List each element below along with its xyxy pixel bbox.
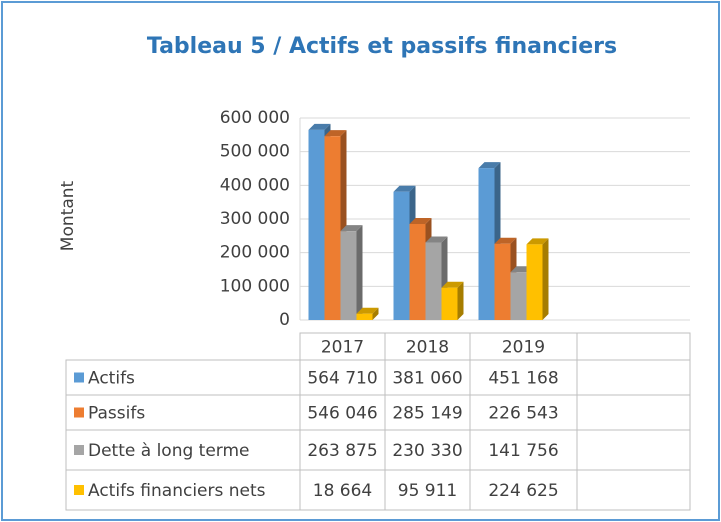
legend-swatch <box>74 407 84 418</box>
bar <box>510 272 527 320</box>
bar-top <box>340 225 363 232</box>
bar <box>340 231 357 320</box>
bar <box>308 129 325 320</box>
bar <box>324 136 341 320</box>
legend-swatch <box>74 445 84 455</box>
bar <box>441 287 458 320</box>
table-value: 95 911 <box>398 481 457 501</box>
y-tick-label: 500 000 <box>220 142 290 162</box>
bar-side <box>542 238 549 320</box>
x-tick-label: 2017 <box>321 338 364 358</box>
bar <box>393 191 410 320</box>
bar-top <box>393 185 416 192</box>
bar-top <box>409 217 432 224</box>
legend-label: Actifs financiers nets <box>88 481 266 501</box>
y-tick-label: 200 000 <box>220 243 290 263</box>
x-tick-label: 2019 <box>502 338 545 358</box>
legend-swatch <box>74 485 84 495</box>
bar-side <box>457 281 464 320</box>
bar-top <box>494 237 517 244</box>
table-value: 230 330 <box>392 441 462 461</box>
bar-top <box>526 238 549 245</box>
table-cell <box>576 469 691 511</box>
y-tick-label: 0 <box>279 310 290 330</box>
bar <box>409 223 426 320</box>
table-value: 285 149 <box>392 404 462 424</box>
table-value: 546 046 <box>307 404 377 424</box>
table-value: 564 710 <box>307 369 377 389</box>
y-tick-label: 600 000 <box>220 108 290 128</box>
bar <box>526 244 543 320</box>
bar-top <box>356 307 379 314</box>
table-value: 381 060 <box>392 369 462 389</box>
bar-top <box>324 130 347 137</box>
bar <box>494 243 511 320</box>
y-tick-label: 100 000 <box>220 276 290 296</box>
y-tick-label: 400 000 <box>220 175 290 195</box>
legend-label: Actifs <box>88 369 135 389</box>
bar-top <box>441 281 464 288</box>
legend-swatch <box>74 372 84 383</box>
legend-label: Dette à long terme <box>88 441 250 461</box>
x-tick-label: 2018 <box>406 338 449 358</box>
table-value: 224 625 <box>488 481 558 501</box>
bar-top <box>308 123 331 130</box>
bar <box>425 242 442 320</box>
legend-label: Passifs <box>88 404 145 424</box>
table-value: 226 543 <box>488 404 558 424</box>
bar <box>478 168 495 320</box>
bar-top <box>478 162 501 169</box>
table-value: 263 875 <box>307 441 377 461</box>
table-value: 141 756 <box>488 441 558 461</box>
y-tick-label: 300 000 <box>220 209 290 229</box>
bar-side <box>372 307 379 320</box>
bar-top <box>425 236 448 243</box>
table-value: 451 168 <box>488 369 558 389</box>
chart-title: Tableau 5 / Actifs et passifs financiers <box>147 34 617 59</box>
table-value: 18 664 <box>313 481 372 501</box>
y-axis-label: Montant <box>58 180 78 251</box>
bar-side <box>356 225 363 320</box>
bar <box>356 313 373 320</box>
